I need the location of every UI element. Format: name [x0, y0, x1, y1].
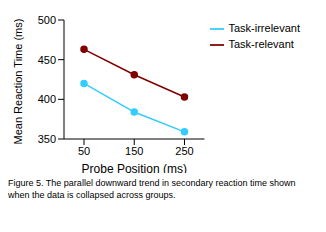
svg-text:50: 50	[78, 145, 90, 157]
svg-text:150: 150	[125, 145, 143, 157]
svg-text:350: 350	[38, 133, 56, 145]
svg-text:450: 450	[38, 54, 56, 66]
html-text:Task-irrelevant: Task-irrelevant	[228, 22, 300, 34]
svg-text:500: 500	[38, 14, 56, 26]
svg-text:Probe Position (ms): Probe Position (ms)	[82, 162, 187, 173]
svg-text:Mean Reaction Time (ms): Mean Reaction Time (ms)	[12, 19, 24, 145]
svg-text:250: 250	[175, 145, 193, 157]
html-text:Figure 5. The parallel downwar: Figure 5. The parallel downward trend in…	[8, 178, 296, 200]
html-text:Task-relevant: Task-relevant	[228, 38, 294, 51]
svg-text:400: 400	[38, 93, 56, 105]
